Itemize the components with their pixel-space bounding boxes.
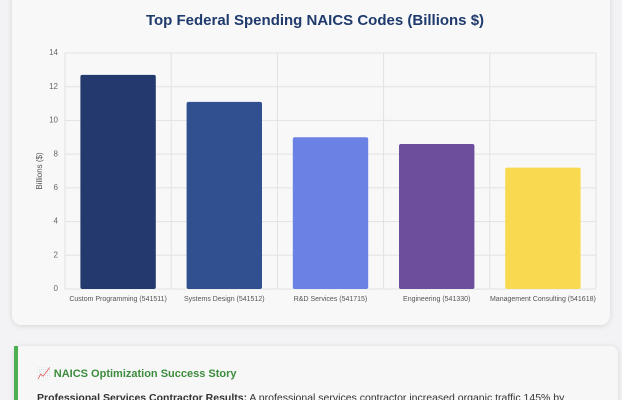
y-tick-label: 0 xyxy=(54,284,59,293)
y-tick-label: 2 xyxy=(54,250,59,259)
y-tick-label: 4 xyxy=(54,217,59,226)
bar xyxy=(505,167,581,289)
x-tick-label: R&D Services (541715) xyxy=(294,296,368,303)
story-heading-text: NAICS Optimization Success Story xyxy=(54,368,238,380)
bar xyxy=(292,137,369,289)
story-heading: 📈 NAICS Optimization Success Story xyxy=(37,367,237,380)
bar xyxy=(80,74,156,290)
chart-title: Top Federal Spending NAICS Codes (Billio… xyxy=(146,12,484,29)
bar xyxy=(398,144,475,289)
x-tick-label: Management Consulting (541618) xyxy=(490,296,596,303)
bar xyxy=(186,101,263,289)
y-tick-label: 6 xyxy=(54,183,59,192)
y-tick-label: 8 xyxy=(54,149,59,158)
x-tick-label: Custom Programming (541511) xyxy=(69,296,167,303)
y-axis-label: Billions ($) xyxy=(35,152,44,190)
story-lead: Professional Services Contractor Results… xyxy=(37,392,247,400)
story-card xyxy=(14,346,618,400)
story-body: A professional services contractor incre… xyxy=(249,392,565,400)
y-tick-label: 12 xyxy=(49,82,58,91)
y-tick-label: 14 xyxy=(49,48,58,57)
y-tick-label: 10 xyxy=(49,116,58,125)
story-accent xyxy=(14,346,18,400)
plot: 0 2 4 6 8 10 12 14 Custom Programming (541511) Sy… xyxy=(49,48,597,303)
story-icon: 📈 xyxy=(37,367,51,380)
story-text: Professional Services Contractor Results… xyxy=(37,392,565,400)
x-tick-label: Systems Design (541512) xyxy=(184,296,265,303)
x-tick-label: Engineering (541330) xyxy=(403,296,470,303)
